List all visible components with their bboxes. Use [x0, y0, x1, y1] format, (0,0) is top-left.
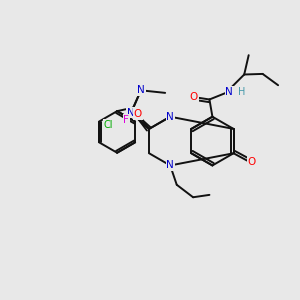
- Text: O: O: [134, 109, 142, 119]
- Text: N: N: [166, 112, 174, 122]
- Text: O: O: [248, 157, 256, 166]
- Text: O: O: [190, 92, 198, 102]
- Text: N: N: [127, 108, 135, 118]
- Text: F: F: [123, 115, 129, 125]
- Text: H: H: [238, 87, 246, 97]
- Text: N: N: [137, 85, 145, 95]
- Text: N: N: [226, 87, 233, 97]
- Text: Cl: Cl: [103, 120, 113, 130]
- Text: N: N: [166, 160, 174, 170]
